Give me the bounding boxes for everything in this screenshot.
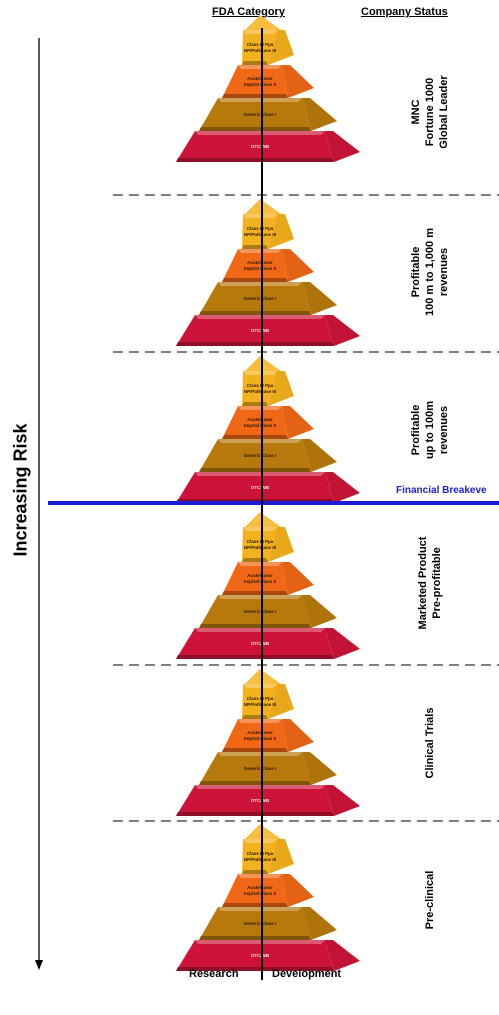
- tier-label: Acute/Laser: [247, 417, 273, 422]
- tier-label: Generic Class I: [244, 766, 277, 771]
- diagram-stage: FDA Category Company Status Class III Pp…: [10, 6, 499, 980]
- company-status-line: up to 100m: [424, 400, 436, 460]
- tier-label: NP/Pathcase III: [244, 702, 276, 707]
- tier-label: Class III Ppa: [247, 696, 274, 701]
- company-status-line: revenues: [438, 247, 450, 297]
- company-status-line: Global Leader: [438, 75, 450, 149]
- company-status-line: revenues: [438, 405, 450, 455]
- company-status-line: MNC: [410, 99, 422, 125]
- tier-label: OTC/WB: [251, 641, 270, 646]
- company-status-line: Profitable: [410, 404, 422, 456]
- tier-label: Class III Ppa: [247, 851, 274, 856]
- tier-label: NP/Pathcase III: [244, 232, 276, 237]
- tier-label: Acute/Laser: [247, 730, 273, 735]
- tier-label: Class III Ppa: [247, 226, 274, 231]
- company-status-line: Fortune 1000: [424, 77, 436, 147]
- tier-label: OTC/WB: [251, 485, 270, 490]
- fda-category-header: FDA Category: [212, 6, 285, 18]
- tier-label: NP/Pathcase III: [244, 389, 276, 394]
- tier-label: NP/Pathcase III: [244, 48, 276, 53]
- tier-label: Class III Ppa: [247, 383, 274, 388]
- tier-label: OTC/WB: [251, 953, 270, 958]
- tier-label: Imprtal Class II: [244, 891, 276, 896]
- tier-label: OTC/WB: [251, 328, 270, 333]
- tier-label: Imprtal Class II: [244, 423, 276, 428]
- company-status-line: 100 m to 1,000 m: [424, 227, 436, 317]
- company-status-line: Profitable: [410, 246, 422, 298]
- increasing-risk-label: Increasing Risk: [10, 423, 31, 557]
- tier-label: Generic Class I: [244, 921, 277, 926]
- tier-label: Imprtal Class II: [244, 266, 276, 271]
- tier-label: Generic Class I: [244, 296, 277, 301]
- company-status-line: Pre-clinical: [424, 870, 436, 930]
- tier-label: Imprtal Class II: [244, 736, 276, 741]
- tier-label: Imprtal Class II: [244, 82, 276, 87]
- company-status-line: Marketed Product: [417, 536, 429, 630]
- risk-arrow-head: [35, 960, 43, 970]
- tier-label: Acute/Laser: [247, 885, 273, 890]
- tier-label: NP/Pathcase III: [244, 545, 276, 550]
- tier-label: OTC/WB: [251, 798, 270, 803]
- tier-label: Acute/Laser: [247, 573, 273, 578]
- tier-label: Class III Ppa: [247, 539, 274, 544]
- company-status-header: Company Status: [361, 6, 448, 18]
- tier-label: Acute/Laser: [247, 260, 273, 265]
- tier-label: Imprtal Class II: [244, 579, 276, 584]
- tier-label: Generic Class I: [244, 112, 277, 117]
- development-label: Development: [272, 968, 342, 980]
- company-status-line: Pre-profitable: [431, 547, 443, 619]
- tier-label: OTC/WB: [251, 144, 270, 149]
- research-label: Research: [189, 968, 239, 980]
- company-status-line: Clinical Trials: [424, 707, 436, 779]
- tier-label: Generic Class I: [244, 453, 277, 458]
- company-status-label: Pre-clinical: [400, 785, 460, 1015]
- tier-label: Class III Ppa: [247, 42, 274, 47]
- financial-breakeven-label: Financial Breakeve: [396, 485, 487, 496]
- tier-label: Generic Class I: [244, 609, 277, 614]
- tier-label: NP/Pathcase III: [244, 857, 276, 862]
- tier-label: Acute/Laser: [247, 76, 273, 81]
